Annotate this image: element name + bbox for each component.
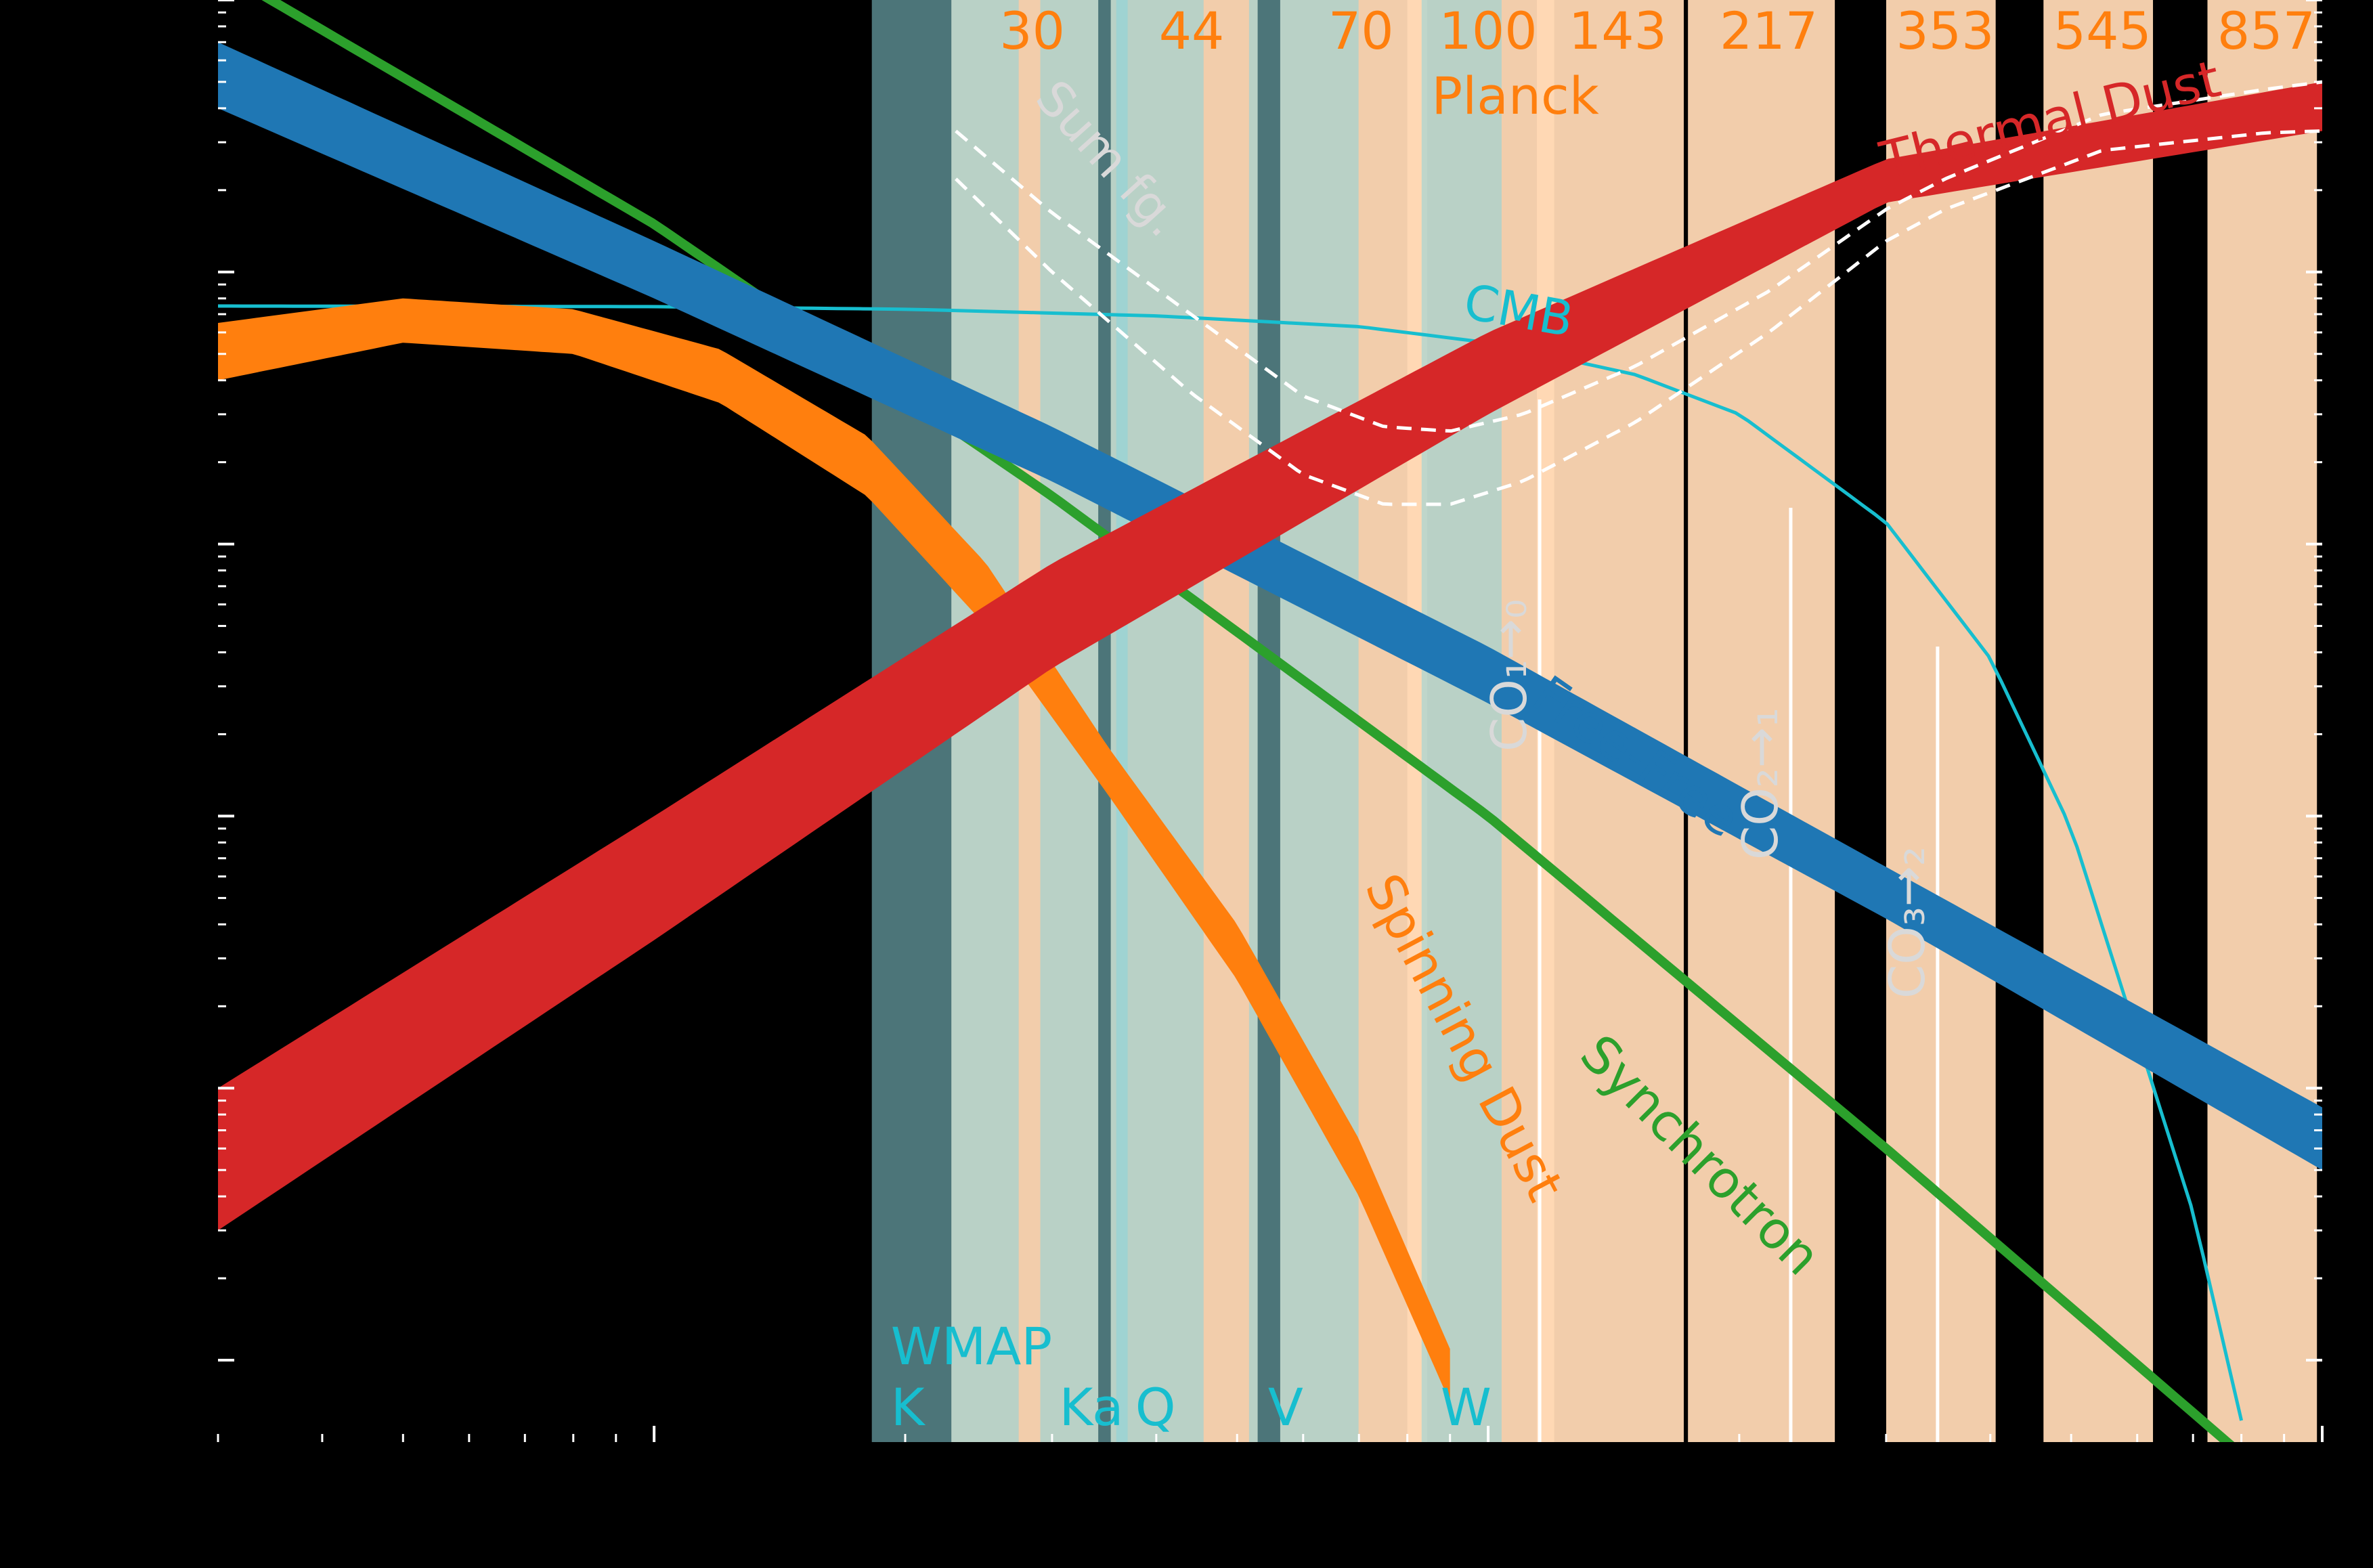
planck-label: Planck	[1431, 66, 1598, 126]
planck-band-label: 100	[1439, 1, 1538, 61]
free-free-band	[218, 42, 2322, 1171]
axes	[217, 0, 2324, 1442]
planck-band-label: 217	[1720, 1, 1818, 61]
planck-band-label: 857	[2217, 1, 2315, 61]
planck-band-label: 545	[2053, 1, 2152, 61]
planck-band-label: 353	[1896, 1, 1994, 61]
co-line-label: CO₂→₁	[1732, 707, 1789, 860]
sum-fg-lower-line	[955, 129, 2322, 506]
wmap-band-label: W	[1441, 1377, 1492, 1437]
wmap-band-label: K	[891, 1377, 926, 1437]
wmap-band-Q	[1116, 0, 1204, 1442]
wmap-band-W	[1421, 0, 1502, 1442]
co-line-label: CO₁→₀	[1481, 599, 1538, 752]
sum-fg-upper-line	[955, 80, 2322, 433]
planck-band-545	[2043, 0, 2154, 1442]
planck-band-label: 143	[1569, 1, 1667, 61]
wmap-band-label: Ka	[1060, 1377, 1124, 1437]
wmap-band-V	[1248, 0, 1359, 1442]
component-spectra	[218, 0, 2322, 1442]
cmb-line	[218, 304, 2244, 1421]
planck-band-857	[2207, 0, 2317, 1442]
planck-band-label: 44	[1159, 1, 1225, 61]
wmap-band-label: V	[1268, 1377, 1303, 1437]
wmap-band-label: Q	[1135, 1377, 1176, 1437]
planck-band-label: 30	[999, 1, 1065, 61]
planck-band-label: 70	[1328, 1, 1394, 61]
synchrotron-line	[261, 0, 2235, 1442]
co-line-label: CO₃→₂	[1879, 846, 1936, 999]
wmap-label: WMAP	[891, 1316, 1053, 1376]
